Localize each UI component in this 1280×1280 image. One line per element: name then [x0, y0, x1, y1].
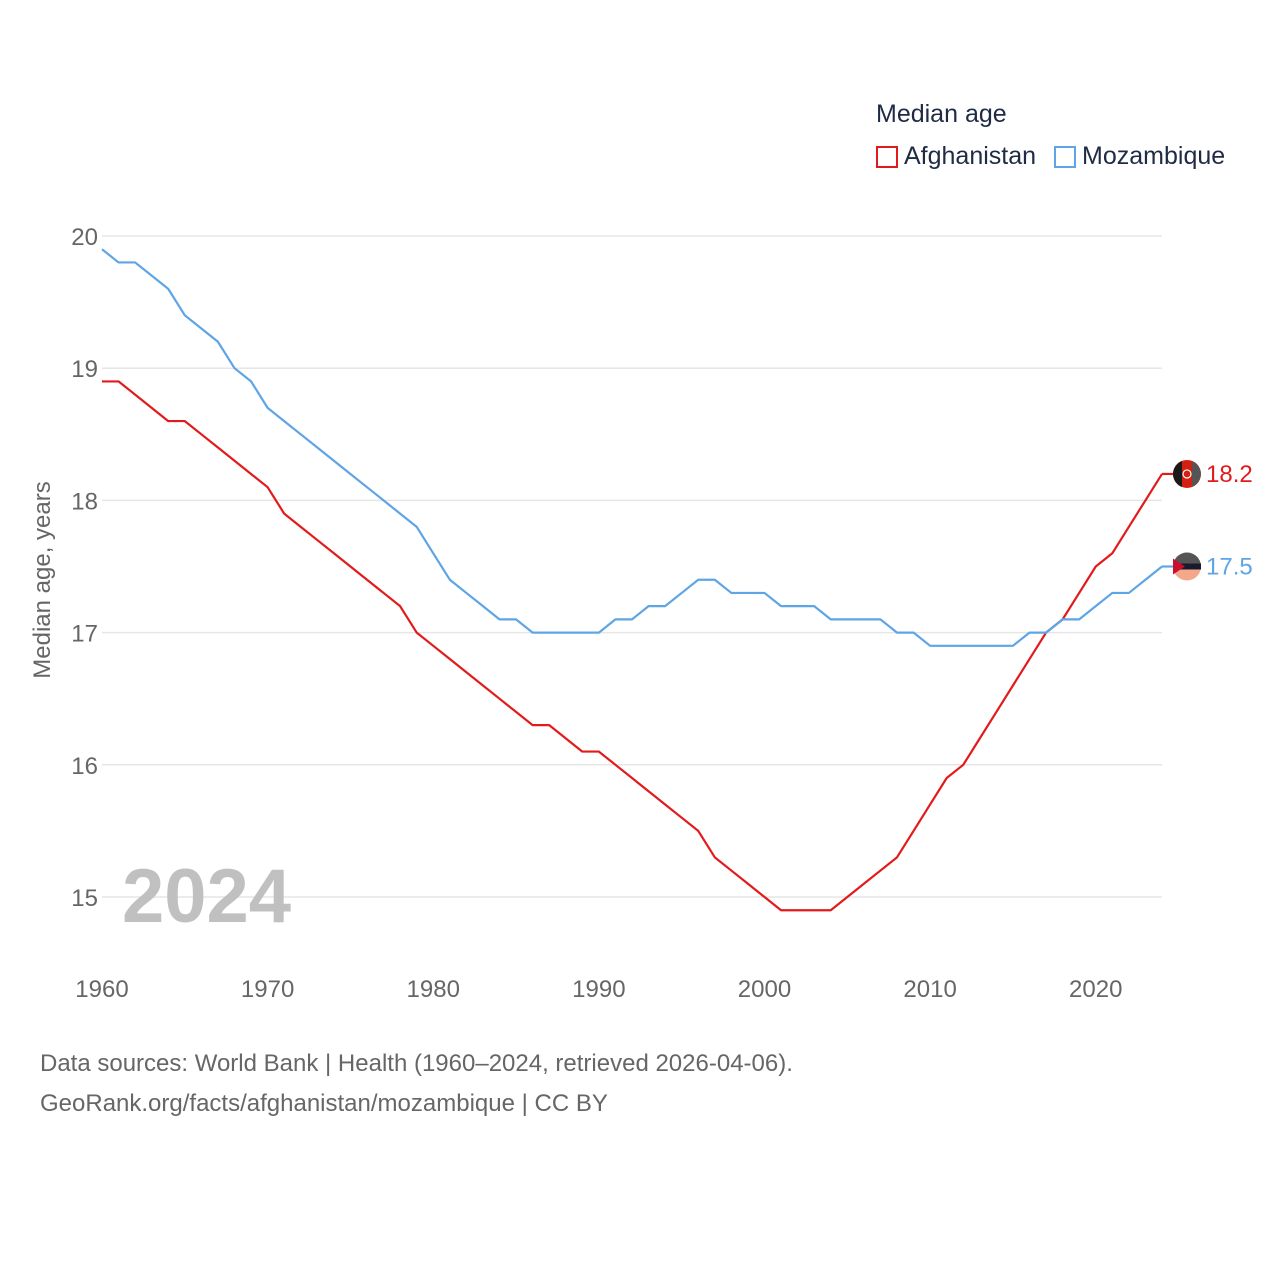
y-tick-label: 17 — [71, 621, 98, 648]
legend-item-afghanistan[interactable]: Afghanistan — [876, 142, 1036, 171]
end-value-label-afghanistan: 18.2 — [1206, 461, 1253, 488]
y-tick-label: 19 — [71, 356, 98, 383]
x-tick-label: 1990 — [572, 976, 625, 1003]
end-value-label-mozambique: 17.5 — [1206, 554, 1253, 581]
footer: Data sources: World Bank | Health (1960–… — [40, 1044, 793, 1124]
legend-item-mozambique[interactable]: Mozambique — [1054, 142, 1225, 171]
y-tick-label: 16 — [71, 753, 98, 780]
y-axis-label: Median age, years — [29, 481, 56, 678]
legend-swatch-afghanistan — [876, 145, 898, 168]
x-tick-label: 2000 — [738, 976, 791, 1003]
series-line-mozambique[interactable] — [101, 248, 1163, 647]
legend: Afghanistan Mozambique — [876, 142, 1243, 171]
series-line-afghanistan[interactable] — [102, 380, 1163, 912]
afghanistan-flag-icon — [1173, 459, 1201, 488]
mozambique-flag-icon — [1173, 552, 1201, 581]
y-tick-label: 18 — [71, 488, 98, 515]
x-tick-label: 1960 — [75, 976, 128, 1003]
x-tick-label: 2020 — [1069, 976, 1122, 1003]
x-tick-label: 1970 — [241, 976, 294, 1003]
data-sources-text: Data sources: World Bank | Health (1960–… — [40, 1050, 793, 1077]
legend-label-afghanistan: Afghanistan — [904, 142, 1037, 170]
year-watermark: 2024 — [122, 854, 291, 939]
legend-title: Median age — [876, 100, 1007, 128]
legend-swatch-mozambique — [1054, 145, 1077, 168]
x-tick-label: 1980 — [407, 976, 460, 1003]
x-tick-label: 2010 — [903, 976, 956, 1003]
legend-label-mozambique: Mozambique — [1082, 142, 1226, 170]
y-tick-label: 15 — [71, 885, 98, 912]
y-tick-label: 20 — [71, 224, 98, 251]
attribution-link[interactable]: GeoRank.org/facts/afghanistan/mozambique… — [40, 1090, 608, 1117]
